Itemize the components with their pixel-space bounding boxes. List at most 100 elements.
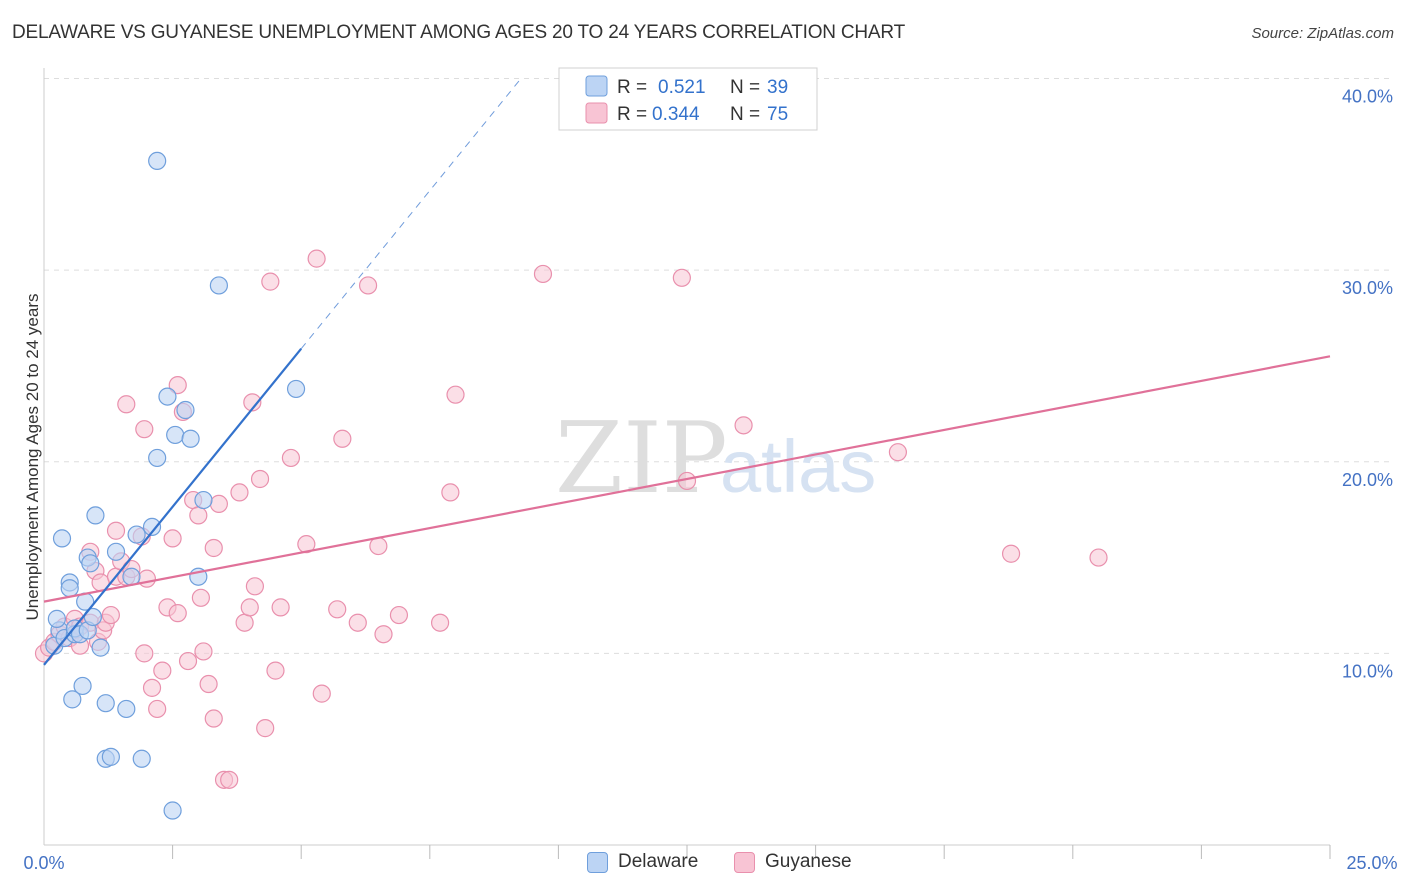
guyanese-point [168, 604, 187, 623]
guyanese-r-label: R = [617, 104, 647, 125]
guyanese-point [204, 709, 223, 728]
y-axis-tick-labels: 10.0% 20.0% 30.0% 40.0% [1342, 87, 1393, 682]
delaware-trend-extension [300, 76, 523, 350]
guyanese-point [446, 385, 465, 404]
chart-title: DELAWARE VS GUYANESE UNEMPLOYMENT AMONG … [12, 22, 905, 43]
delaware-point [63, 690, 82, 709]
guyanese-point [389, 605, 409, 625]
delaware-point [166, 425, 185, 445]
delaware-point [142, 517, 162, 537]
delaware-r-label: R = [617, 77, 647, 98]
y-axis-label: Unemployment Among Ages 20 to 24 years [23, 294, 42, 621]
guyanese-point [148, 699, 167, 719]
stats-legend: R = 0.521 N = 39 R = 0.344 N = 75 [558, 67, 818, 131]
y-tick-label: 30.0% [1342, 278, 1393, 298]
delaware-point [81, 554, 100, 573]
delaware-point [73, 676, 92, 696]
guyanese-point [199, 674, 218, 694]
x-tick-label-min: 0.0% [23, 853, 64, 873]
guyanese-point [235, 613, 254, 632]
x-axis-ticks [172, 845, 1331, 859]
guyanese-point [137, 569, 156, 588]
delaware-n-label: N = [730, 77, 760, 98]
guyanese-point [430, 613, 450, 632]
delaware-point [91, 638, 110, 657]
delaware-point [148, 151, 167, 170]
guyanese-point [888, 443, 908, 462]
delaware-point [148, 448, 167, 468]
guyanese-point [117, 395, 136, 414]
guyanese-point [142, 678, 162, 697]
y-tick-label: 40.0% [1342, 87, 1393, 107]
guyanese-point [191, 588, 210, 607]
guyanese-trend-line [43, 355, 1331, 603]
guyanese-n-label: N = [730, 104, 760, 125]
delaware-legend-swatch [585, 75, 608, 97]
delaware-point [106, 542, 126, 561]
guyanese-point [261, 272, 280, 291]
delaware-point [96, 694, 115, 713]
delaware-point [47, 609, 66, 628]
guyanese-point [220, 770, 239, 789]
delaware-swatch [587, 851, 608, 873]
guyanese-point [243, 393, 262, 412]
guyanese-legend-label: Guyanese [765, 851, 852, 872]
guyanese-point [209, 494, 228, 514]
guyanese-point [672, 268, 691, 287]
guyanese-point [101, 605, 120, 625]
guyanese-point [266, 661, 285, 680]
guyanese-point [1089, 548, 1108, 567]
delaware-n-value: 39 [767, 77, 788, 98]
guyanese-point [307, 249, 326, 268]
guyanese-point [178, 651, 198, 671]
delaware-legend-label: Delaware [618, 851, 699, 872]
guyanese-point [256, 719, 275, 738]
guyanese-point [106, 521, 126, 540]
guyanese-point [168, 376, 187, 395]
y-tick-label: 10.0% [1342, 661, 1393, 681]
delaware-points [45, 151, 306, 820]
delaware-point [101, 747, 120, 766]
watermark-zip: ZIP [555, 402, 728, 516]
guyanese-point [348, 613, 367, 632]
grid-lines [44, 78, 1392, 654]
guyanese-point [358, 276, 378, 295]
guyanese-point [135, 420, 154, 439]
guyanese-point [533, 264, 553, 284]
delaware-point [181, 429, 200, 448]
guyanese-legend-swatch [585, 102, 608, 124]
guyanese-point [312, 684, 331, 703]
guyanese-point [441, 483, 460, 502]
delaware-point [209, 276, 228, 295]
guyanese-point [240, 598, 259, 617]
guyanese-point [734, 416, 753, 435]
guyanese-point [194, 642, 213, 661]
delaware-point [163, 801, 182, 820]
trend-lines [43, 76, 1331, 666]
source-label: Source: ZipAtlas.com [1251, 25, 1394, 42]
watermark-atlas: atlas [720, 425, 876, 508]
guyanese-points [34, 249, 1108, 789]
delaware-point [127, 525, 146, 544]
delaware-point [117, 699, 136, 719]
guyanese-swatch [734, 851, 755, 873]
guyanese-r-value: 0.344 [652, 104, 700, 125]
guyanese-point [1001, 544, 1021, 563]
y-tick-label: 20.0% [1342, 470, 1393, 490]
guyanese-point [245, 577, 265, 596]
guyanese-point [374, 625, 393, 644]
delaware-point [60, 579, 79, 598]
guyanese-point [333, 429, 352, 448]
guyanese-point [271, 598, 290, 617]
guyanese-point [189, 506, 208, 525]
guyanese-point [230, 483, 249, 502]
guyanese-point [328, 600, 347, 619]
guyanese-point [204, 538, 223, 558]
guyanese-point [250, 469, 270, 489]
legend-item-guyanese: Guyanese [734, 851, 852, 873]
delaware-point [194, 490, 213, 510]
delaware-r-value: 0.521 [658, 77, 706, 98]
x-tick-label-max: 25.0% [1346, 853, 1397, 873]
delaware-point [176, 400, 195, 420]
